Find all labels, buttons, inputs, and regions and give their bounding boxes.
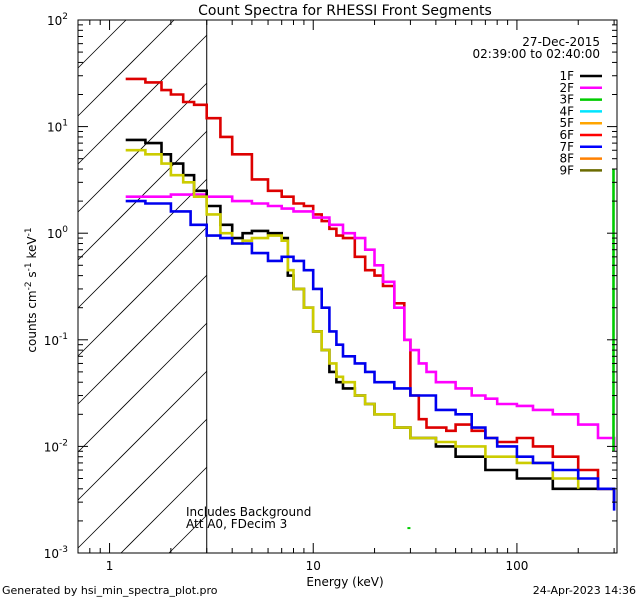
legend-label-8F: 8F [559, 152, 574, 166]
annotation-background: Includes Background [186, 505, 311, 519]
footer-right: 24-Apr-2023 14:36 [533, 584, 636, 597]
x-tick-label: 10 [306, 559, 321, 573]
y-tick-label: 102 [47, 12, 68, 28]
legend-label-3F: 3F [559, 93, 574, 107]
hatch-line [77, 82, 208, 213]
y-axis-label: counts cm-2 s-1 keV-1 [24, 227, 39, 352]
y-tick-label: 100 [47, 225, 68, 241]
hatch-line [168, 514, 208, 554]
x-tick-label: 1 [106, 559, 114, 573]
hatch-line [77, 274, 208, 405]
series-6F [125, 77, 616, 503]
date-label: 27-Dec-2015 [522, 35, 600, 49]
plot-frame [77, 19, 618, 554]
hatch-line [77, 19, 175, 117]
legend-label-2F: 2F [559, 81, 574, 95]
series-7F [125, 199, 616, 511]
x-tick-label: 100 [505, 559, 528, 573]
chart-title: Count Spectra for RHESSI Front Segments [198, 3, 492, 19]
hatch-line [77, 19, 127, 69]
series-9F [125, 148, 580, 489]
y-tick-label: 10-3 [44, 545, 68, 561]
hatch-line [77, 418, 208, 549]
time-range-label: 02:39:00 to 02:40:00 [473, 47, 600, 61]
series-layer [125, 77, 616, 530]
hatch-line [77, 178, 208, 309]
hatch-line [77, 370, 208, 501]
hatch-line [120, 466, 208, 554]
y-axis: 10-3 10-2 10-1 100 101 102 [44, 12, 617, 561]
x-axis: 1 10 100 [77, 20, 615, 573]
hatch-line [77, 226, 208, 357]
series-2F [125, 193, 616, 452]
hatch-line [77, 34, 208, 165]
hatch-line [77, 322, 208, 453]
legend-label-9F: 9F [559, 163, 574, 177]
legend-label-4F: 4F [559, 104, 574, 118]
y-tick-label: 101 [47, 119, 68, 135]
legend-label-5F: 5F [559, 116, 574, 130]
x-axis-label: Energy (keV) [306, 575, 383, 589]
annotation-attenuator: Att A0, FDecim 3 [186, 517, 287, 531]
footer-left: Generated by hsi_min_spectra_plot.pro [2, 584, 218, 597]
hatched-region [77, 19, 208, 554]
y-tick-label: 10-2 [44, 438, 68, 454]
legend-label-6F: 6F [559, 128, 574, 142]
legend-label-7F: 7F [559, 140, 574, 154]
green-marker [407, 527, 411, 530]
y-tick-label: 10-1 [44, 332, 68, 348]
legend-label-1F: 1F [559, 69, 574, 83]
